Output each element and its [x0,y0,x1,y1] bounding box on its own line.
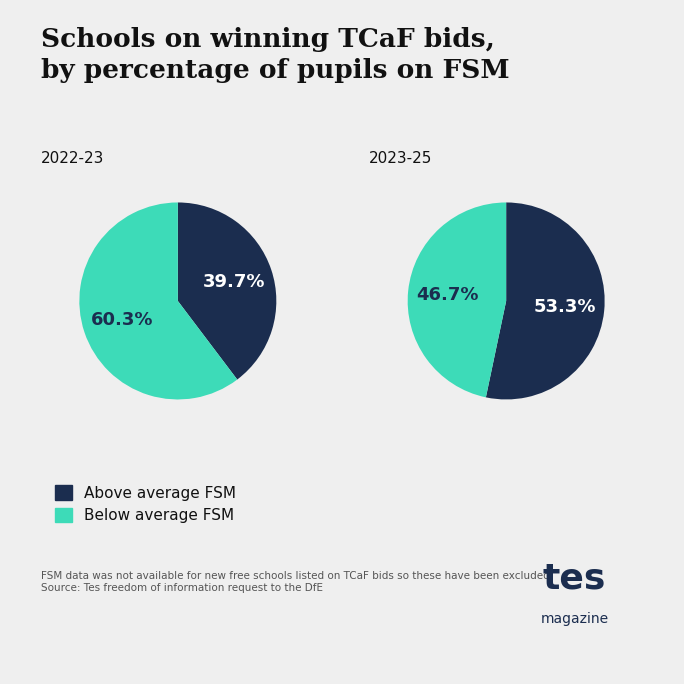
Text: 53.3%: 53.3% [534,298,596,316]
Legend: Above average FSM, Below average FSM: Above average FSM, Below average FSM [49,479,242,529]
Text: FSM data was not available for new free schools listed on TCaF bids so these hav: FSM data was not available for new free … [41,571,550,581]
Text: tes: tes [543,561,606,595]
Wedge shape [486,202,605,399]
Text: magazine: magazine [540,612,609,626]
Text: 2023-25: 2023-25 [369,150,433,166]
Text: 46.7%: 46.7% [416,286,479,304]
Wedge shape [408,202,506,397]
Text: 60.3%: 60.3% [90,311,153,329]
Text: 39.7%: 39.7% [202,273,265,291]
Wedge shape [178,202,276,380]
Wedge shape [79,202,237,399]
Text: 2022-23: 2022-23 [41,150,105,166]
Text: Source: ​Tes freedom of information request to the DfE: Source: ​Tes freedom of information requ… [41,583,323,593]
Text: Schools on winning TCaF bids,
by percentage of pupils on FSM: Schools on winning TCaF bids, by percent… [41,27,510,83]
